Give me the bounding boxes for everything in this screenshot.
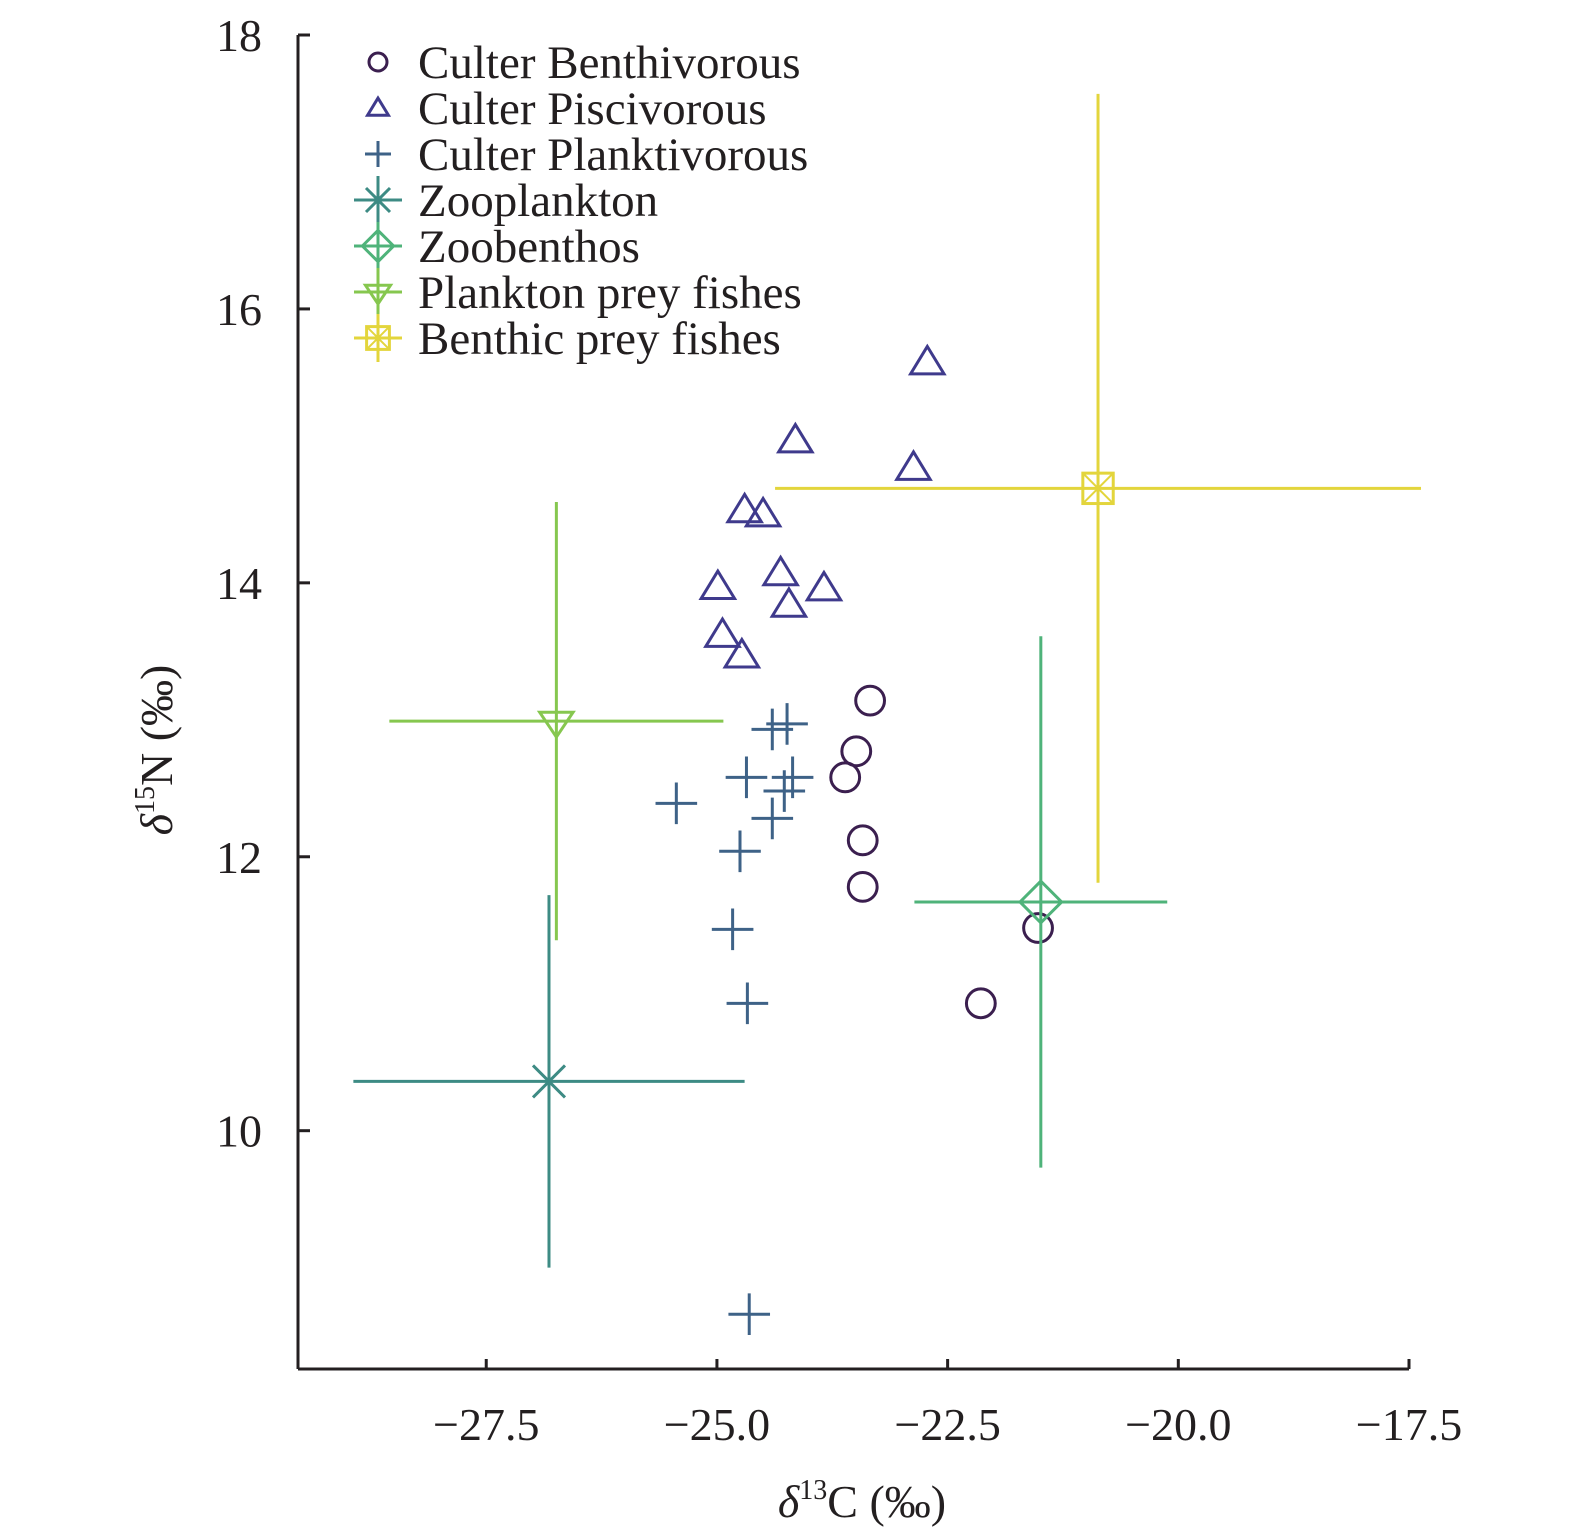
data-point [894, 449, 933, 481]
y-tick-label: 14 [216, 558, 262, 609]
x-tick-label: −20.0 [1125, 1399, 1231, 1450]
series-zooplankton [353, 895, 745, 1268]
data-point [804, 569, 844, 602]
legend-label: Zooplankton [418, 175, 658, 227]
data-point [907, 343, 947, 376]
x-axis-label-sup: 13 [799, 1475, 827, 1506]
legend-label: Culter Benthivorous [418, 37, 801, 89]
plot-marks [353, 93, 1421, 1336]
x-tick-label: −25.0 [664, 1399, 770, 1450]
legend-item: Zooplankton [354, 175, 658, 227]
y-tick-label: 16 [216, 284, 262, 335]
legend-item: Benthic prey fishes [354, 313, 781, 365]
legend-marker [365, 325, 391, 351]
x-axis-label: δ13C (‰) [778, 1475, 946, 1527]
data-point [761, 554, 800, 587]
data-point [829, 761, 862, 794]
legend-item: Culter Benthivorous [367, 37, 801, 89]
y-tick-label: 18 [216, 10, 262, 61]
data-point [846, 870, 879, 903]
data-point [536, 710, 576, 740]
x-axis-label-suffix: C (‰) [827, 1476, 946, 1527]
axes [296, 35, 1409, 1371]
legend-marker [364, 186, 392, 214]
data-point [531, 1064, 567, 1099]
data-point [743, 495, 783, 528]
data-point [775, 421, 815, 454]
series-benthic-prey-fishes [775, 93, 1421, 883]
series-zoobenthos [914, 636, 1168, 1168]
legend-item: Plankton prey fishes [354, 267, 802, 319]
y-axis-label: δ15N (‰) [130, 665, 182, 836]
data-point [711, 908, 754, 951]
legend-label: Culter Planktivorous [418, 129, 808, 181]
data-point [655, 782, 698, 825]
legend-marker [365, 325, 391, 351]
data-point [769, 586, 809, 618]
data-point [725, 491, 764, 524]
legend-label: Benthic prey fishes [418, 313, 781, 365]
data-point [698, 568, 738, 600]
x-tick-label: −22.5 [894, 1399, 1000, 1450]
data-point [728, 1293, 771, 1336]
data-point [1017, 879, 1064, 925]
data-point [840, 735, 873, 768]
legend-marker [360, 228, 396, 264]
series-plankton-prey-fishes [389, 502, 724, 941]
legend-marker [365, 141, 391, 167]
legend-label: Zoobenthos [418, 221, 640, 273]
y-axis-label-sup: 15 [130, 786, 161, 814]
y-axis-label-suffix: N (‰) [131, 665, 182, 786]
data-point [725, 756, 768, 799]
y-axis-label-prefix: δ [131, 813, 182, 835]
legend-label: Culter Piscivorous [418, 83, 767, 135]
ticks: −27.5 −25.0 −22.5 −20.0 −17.5 10 12 14 16 18 [216, 10, 1462, 1450]
legend-marker [362, 283, 394, 307]
data-point [964, 987, 997, 1020]
legend-marker [364, 95, 392, 117]
data-point [1082, 472, 1114, 505]
data-point [854, 684, 887, 717]
data-point [726, 982, 769, 1025]
series-culter-benthivorous [829, 684, 1054, 1020]
legend-label: Plankton prey fishes [418, 267, 802, 319]
legend-item: Zoobenthos [354, 221, 640, 273]
legend-item: Culter Piscivorous [364, 83, 767, 135]
data-point [846, 824, 879, 857]
legend-marker [367, 51, 389, 73]
legend-item: Culter Planktivorous [365, 129, 808, 181]
data-point [719, 830, 761, 873]
x-axis-label-prefix: δ [778, 1476, 800, 1527]
x-tick-label: −27.5 [433, 1399, 539, 1450]
x-tick-label: −17.5 [1356, 1399, 1462, 1450]
data-point [722, 636, 762, 669]
series-culter-piscivorous [698, 343, 947, 669]
data-point [766, 703, 808, 745]
data-point [1022, 912, 1054, 944]
series-culter-planktivorous [655, 703, 814, 1336]
data-point [763, 770, 806, 812]
y-tick-label: 12 [216, 832, 262, 883]
data-point [703, 616, 742, 648]
y-tick-label: 10 [216, 1106, 262, 1157]
data-point [1081, 471, 1115, 506]
data-point [751, 797, 794, 840]
